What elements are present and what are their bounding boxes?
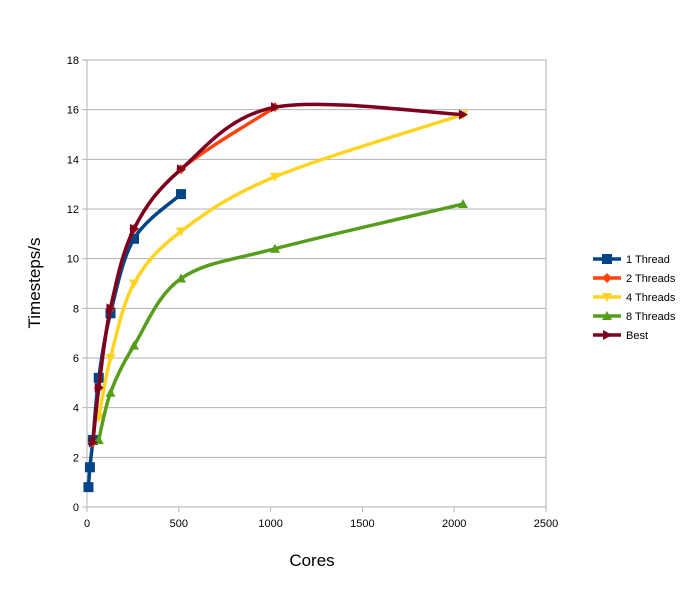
data-point (106, 303, 116, 314)
y-axis-title: Timesteps/s (25, 237, 44, 328)
legend-item: Best (593, 330, 648, 342)
grid (87, 59, 546, 508)
data-point (94, 382, 104, 393)
plot-area (86, 59, 547, 508)
y-tick-label: 12 (67, 204, 79, 216)
y-tick-label: 8 (73, 303, 79, 315)
data-point (84, 462, 95, 473)
x-axis: 0 500 1000 1500 2000 2500 (84, 507, 558, 530)
legend-item: 1 Thread (593, 254, 670, 266)
y-tick-label: 2 (73, 452, 79, 464)
series-best (88, 102, 469, 448)
series-line (97, 112, 465, 420)
legend-item: 8 Threads (593, 311, 676, 323)
data-point (83, 482, 94, 493)
legend-swatch-marker (603, 330, 612, 340)
data-point (129, 233, 140, 244)
data-point (458, 199, 469, 209)
series-4-threads (93, 110, 469, 423)
legend-item: 4 Threads (593, 292, 676, 304)
series-layer (83, 102, 469, 493)
y-tick-label: 10 (67, 254, 79, 266)
x-tick-label: 2000 (442, 518, 466, 530)
data-point (271, 102, 281, 113)
x-tick-label: 500 (170, 518, 188, 530)
legend-label: 2 Threads (626, 273, 676, 285)
data-point (105, 387, 116, 397)
data-point (176, 189, 187, 200)
y-tick-label: 14 (67, 154, 79, 166)
y-tick-label: 18 (67, 55, 79, 67)
legend-label: 1 Thread (626, 254, 670, 266)
legend-label: Best (626, 330, 648, 342)
data-point (105, 354, 116, 363)
data-point (270, 243, 281, 253)
legend-swatch-marker (602, 254, 612, 264)
y-tick-label: 16 (67, 105, 79, 117)
x-tick-label: 1000 (258, 518, 282, 530)
y-tick-label: 0 (73, 502, 79, 514)
data-point (177, 164, 187, 175)
legend-label: 8 Threads (626, 311, 676, 323)
data-point (129, 279, 140, 289)
x-tick-label: 1500 (350, 518, 374, 530)
data-point (130, 223, 140, 234)
x-tick-label: 0 (84, 518, 90, 530)
series-line (97, 202, 465, 442)
legend-swatch-marker (602, 273, 612, 283)
y-axis: 0 2 4 6 8 10 12 14 16 18 (67, 55, 87, 514)
data-point (270, 172, 281, 182)
series-1-thread (83, 189, 187, 493)
x-axis-title: Cores (289, 551, 334, 570)
data-point (459, 109, 469, 120)
y-tick-label: 6 (73, 353, 79, 365)
data-point (129, 340, 140, 350)
legend-label: 4 Threads (626, 292, 676, 304)
x-tick-label: 2500 (534, 518, 558, 530)
legend-swatch-marker (602, 311, 612, 320)
data-point (176, 227, 187, 237)
legend-swatch-marker (602, 293, 612, 302)
y-tick-label: 4 (73, 403, 79, 415)
data-point (88, 437, 98, 448)
series-line (91, 102, 465, 445)
data-point (176, 273, 187, 283)
legend: 1 Thread 2 Threads 4 Threads 8 Threads Best (593, 254, 676, 342)
plot-border (86, 59, 547, 508)
legend-item: 2 Threads (593, 273, 676, 285)
